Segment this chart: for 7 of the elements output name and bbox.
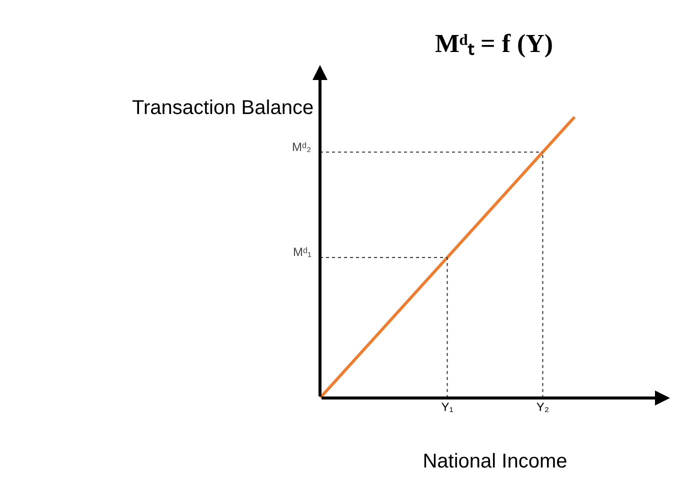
ref-line-label: Mᵈ₁ [293, 245, 312, 259]
x-tick-label: Y₂ [536, 400, 550, 414]
y-axis-title: Transaction Balance [132, 97, 314, 119]
ref-line-label: Mᵈ₂ [292, 140, 312, 154]
x-tick-label: Y₁ [441, 400, 454, 414]
x-axis-title: National Income [422, 450, 568, 472]
chart-title: Mᵈₜ = f (Y) [435, 29, 554, 58]
